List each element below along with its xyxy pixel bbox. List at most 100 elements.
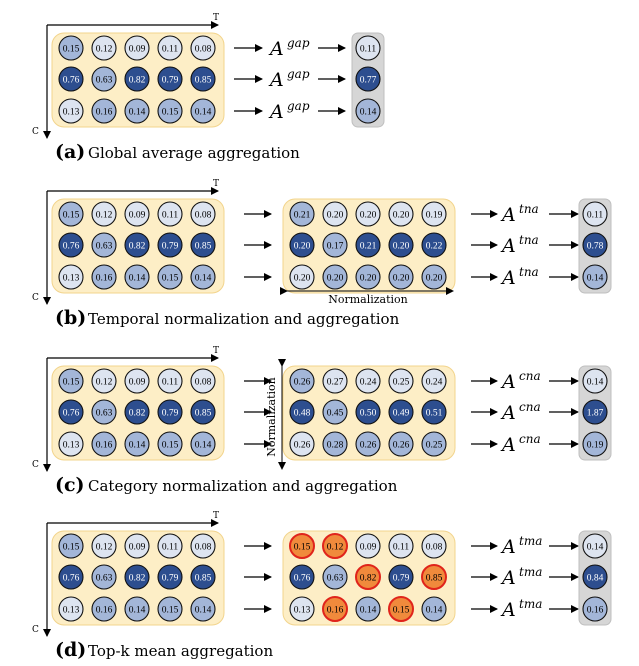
panel-tna-input-cell-1-0 <box>58 232 84 258</box>
panel-tna-operator-0-superscript: tna <box>519 202 539 216</box>
panel-tma-middle-cell-1-2 <box>355 564 381 590</box>
panel-cna-middle-cell-1-4-label: 0.51 <box>426 408 443 418</box>
panel-tma-result-2 <box>582 596 608 622</box>
panel-tma-middle-cell-2-1 <box>322 596 348 622</box>
panel-cna-input-cell-0-2-label: 0.09 <box>129 377 146 387</box>
panel-tma-middle-cell-0-2 <box>355 533 381 559</box>
panel-tma-result-1-label: 0.84 <box>587 573 604 583</box>
panel-tma-input-cell-2-1-label: 0.16 <box>96 605 113 615</box>
panel-cna-result-0 <box>582 368 608 394</box>
panel-tma-input-cell-0-1 <box>91 533 117 559</box>
panel-cna-middle-cell-1-1-label: 0.45 <box>327 408 344 418</box>
panel-tna-result-1 <box>582 232 608 258</box>
panel-cna-input-cell-0-1 <box>91 368 117 394</box>
panel-tma-middle-cell-2-2 <box>355 596 381 622</box>
panel-gap-result-1 <box>355 66 381 92</box>
panel-tna-middle-cell-0-0-label: 0.21 <box>294 210 311 220</box>
panel-tna-operator-1-symbol: A <box>500 235 516 257</box>
panel-gap-input-cell-2-0 <box>58 98 84 124</box>
panel-tma-input-cell-1-4-label: 0.85 <box>195 573 212 583</box>
panel-cna-normalization-label: Normalization <box>265 377 278 457</box>
panel-tna-result-0-label: 0.11 <box>587 210 604 220</box>
panel-cna-middle-cell-0-0 <box>289 368 315 394</box>
panel-tna-input-cell-1-4-label: 0.85 <box>195 241 212 251</box>
panel-tma: T C 0.15 0.12 0.09 0.11 0.08 0.76 0.63 0.82 0.79 0.… <box>32 511 612 661</box>
panel-cna: T C 0.15 0.12 0.09 0.11 0.08 0.76 0.63 0.82 0.79 0.… <box>32 346 612 496</box>
panel-cna-input-cell-2-0 <box>58 431 84 457</box>
panel-cna-middle-cell-2-2 <box>355 431 381 457</box>
panel-tma-middle-cell-1-4 <box>421 564 447 590</box>
panel-tma-middle-cell-2-4-label: 0.14 <box>426 605 443 615</box>
panel-tma-operator-0-superscript: tma <box>519 534 542 548</box>
panel-tna-input-cell-2-0-label: 0.13 <box>63 273 80 283</box>
panel-cna-input-cell-0-0 <box>58 368 84 394</box>
panel-tna-middle-cell-0-2-label: 0.20 <box>360 210 377 220</box>
panel-tna-middle-cell-1-0 <box>289 232 315 258</box>
panel-tna-input-cell-2-1-label: 0.16 <box>96 273 113 283</box>
panel-cna-input-cell-1-4-label: 0.85 <box>195 408 212 418</box>
panel-tna-input-cell-1-1-label: 0.63 <box>96 241 113 251</box>
panel-tma-middle-cell-2-2-label: 0.14 <box>360 605 377 615</box>
panel-tna-input-cell-0-0 <box>58 201 84 227</box>
category-axis-label: C <box>32 460 39 470</box>
panel-tma-middle-cell-1-1-label: 0.63 <box>327 573 344 583</box>
panel-cna-operator-2-superscript: cna <box>519 432 541 446</box>
panel-tna-input-cell-1-3-label: 0.79 <box>162 241 179 251</box>
panel-tna-input-cell-1-2 <box>124 232 150 258</box>
panel-gap-caption-text: Global average aggregation <box>88 144 300 162</box>
panel-tma-input-cell-1-0 <box>58 564 84 590</box>
panel-gap-input-cell-1-3-label: 0.79 <box>162 75 179 85</box>
panel-tma-middle-cell-1-4-label: 0.85 <box>426 573 443 583</box>
panel-gap-input-cell-0-3 <box>157 35 183 61</box>
panel-cna-input-cell-2-1 <box>91 431 117 457</box>
panel-tma-input-cell-1-2-label: 0.82 <box>129 573 146 583</box>
panel-tna-middle-cell-0-3 <box>388 201 414 227</box>
panel-tma-input-cell-0-0-label: 0.15 <box>63 542 80 552</box>
panel-tma-input-cell-2-0 <box>58 596 84 622</box>
panel-cna-result-1-label: 1.87 <box>587 408 604 418</box>
panel-tna-input-cell-2-4 <box>190 264 216 290</box>
panel-gap-input-cell-2-2 <box>124 98 150 124</box>
panel-cna-input-cell-1-0 <box>58 399 84 425</box>
time-axis-label: T <box>213 179 219 189</box>
panel-tna-middle-cell-2-2-label: 0.20 <box>360 273 377 283</box>
panel-tna-input-cell-1-1 <box>91 232 117 258</box>
panel-tna-input-cell-0-2 <box>124 201 150 227</box>
panel-cna-middle-cell-0-3-label: 0.25 <box>393 377 410 387</box>
panel-gap-result-2-label: 0.14 <box>360 107 377 117</box>
panel-tna-middle-cell-1-3-label: 0.20 <box>393 241 410 251</box>
panel-tna-operator-2-superscript: tna <box>519 265 539 279</box>
panel-tna-middle-cell-2-0-label: 0.20 <box>294 273 311 283</box>
panel-tna-input-cell-2-4-label: 0.14 <box>195 273 212 283</box>
panel-tna-middle-cell-2-4-label: 0.20 <box>426 273 443 283</box>
panel-cna-middle-cell-1-0-label: 0.48 <box>294 408 311 418</box>
panel-gap-operator-1-symbol: A <box>268 69 284 91</box>
panel-gap-input-cell-1-1-label: 0.63 <box>96 75 113 85</box>
panel-cna-input-cell-1-2 <box>124 399 150 425</box>
panel-tna-input-cell-1-2-label: 0.82 <box>129 241 146 251</box>
panel-gap-caption-letter: (a) <box>55 141 85 163</box>
panel-cna-input-cell-2-3 <box>157 431 183 457</box>
panel-tma-middle-cell-2-0-label: 0.13 <box>294 605 311 615</box>
panel-tna-middle-cell-1-1 <box>322 232 348 258</box>
panel-tna-operator-1-superscript: tna <box>519 233 539 247</box>
panel-cna-operator-1-superscript: cna <box>519 400 541 414</box>
panel-tna-input-cell-0-4-label: 0.08 <box>195 210 212 220</box>
panel-cna-middle-cell-2-4-label: 0.25 <box>426 440 443 450</box>
panel-tma-operator-2-symbol: A <box>500 599 516 621</box>
panel-cna-input-cell-1-3-label: 0.79 <box>162 408 179 418</box>
panel-cna-middle-cell-0-2-label: 0.24 <box>360 377 377 387</box>
panel-gap-input-cell-2-3-label: 0.15 <box>162 107 179 117</box>
category-axis-label: C <box>32 625 39 635</box>
panel-cna-middle-cell-0-2 <box>355 368 381 394</box>
panel-tma-middle-cell-2-3-label: 0.15 <box>393 605 410 615</box>
panel-cna-operator-1-symbol: A <box>500 402 516 424</box>
panel-gap-input-cell-1-0-label: 0.76 <box>63 75 80 85</box>
panel-cna-middle-cell-2-3 <box>388 431 414 457</box>
panel-gap: T C 0.15 0.12 0.09 0.11 0.08 0.76 0.63 0.82 0.79 0.… <box>32 13 385 163</box>
panel-cna-result-1 <box>582 399 608 425</box>
panel-gap-result-2 <box>355 98 381 124</box>
panel-tna-result-0 <box>582 201 608 227</box>
panel-tma-middle-cell-0-4 <box>421 533 447 559</box>
panel-cna-middle-cell-1-1 <box>322 399 348 425</box>
